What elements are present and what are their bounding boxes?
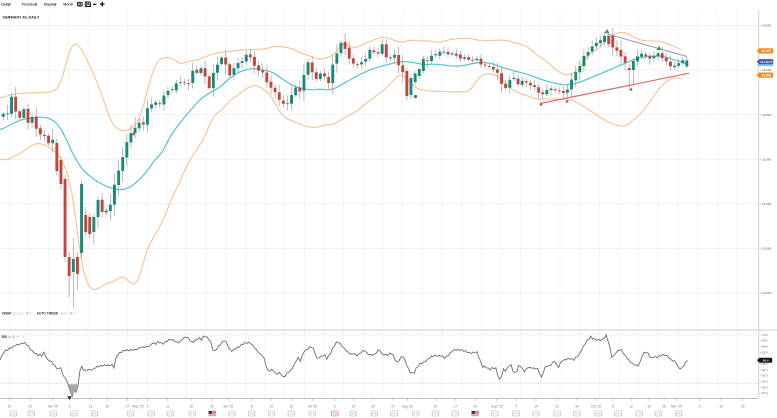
svg-text:Sept ’25: Sept ’25 — [491, 405, 503, 409]
svg-text:24,139.70: 24,139.70 — [760, 60, 772, 64]
svg-text:AUTO TREND: AUTO TREND — [37, 311, 59, 315]
svg-text:21,000: 21,000 — [762, 202, 772, 206]
svg-text:24,457: 24,457 — [761, 49, 771, 53]
svg-text:20,000: 20,000 — [762, 247, 772, 251]
svg-text:×: × — [74, 311, 76, 315]
svg-text:23: 23 — [28, 405, 32, 409]
svg-text:23: 23 — [741, 405, 745, 409]
svg-text:VWAP: VWAP — [2, 311, 13, 315]
svg-text:13: 13 — [89, 405, 93, 409]
svg-text:27: 27 — [391, 405, 395, 409]
svg-text:May ’25: May ’25 — [132, 405, 143, 409]
svg-text:60.0: 60.0 — [762, 345, 768, 349]
svg-text:22: 22 — [290, 405, 294, 409]
svg-text:45.0: 45.0 — [762, 362, 768, 366]
svg-text:13: 13 — [352, 405, 356, 409]
svg-text:35.0: 35.0 — [762, 374, 768, 378]
svg-text:14: 14 — [8, 335, 12, 339]
svg-text:23,878: 23,878 — [761, 73, 771, 77]
svg-text:Technical: Technical — [22, 2, 37, 6]
svg-text:24,000: 24,000 — [762, 68, 772, 72]
svg-text:25: 25 — [210, 405, 214, 409]
svg-text:55.0: 55.0 — [762, 350, 768, 354]
svg-text:28: 28 — [575, 405, 579, 409]
svg-text:12: 12 — [629, 405, 633, 409]
svg-text:17: 17 — [453, 405, 457, 409]
svg-text:Jun ’25: Jun ’25 — [223, 405, 234, 409]
svg-text:Display: Display — [44, 2, 56, 6]
svg-text:More: More — [63, 2, 71, 6]
svg-text:70.0: 70.0 — [762, 333, 768, 337]
svg-text:24: 24 — [473, 405, 477, 409]
svg-text:RSI: RSI — [2, 335, 8, 339]
svg-text:16: 16 — [8, 405, 12, 409]
svg-text:20 1 2 3: 20 1 2 3 — [12, 311, 23, 315]
svg-text:11: 11 — [166, 405, 170, 409]
svg-text:16: 16 — [719, 405, 723, 409]
svg-text:5: 5 — [612, 405, 614, 409]
svg-text:15: 15 — [270, 405, 274, 409]
svg-text:20.0: 20.0 — [762, 391, 768, 395]
svg-text:6: 6 — [334, 405, 336, 409]
svg-text:Jul ’25: Jul ’25 — [308, 405, 317, 409]
svg-text:20: 20 — [106, 405, 110, 409]
svg-text:⚙: ⚙ — [12, 335, 15, 339]
svg-text:25.0: 25.0 — [762, 385, 768, 389]
svg-text:40.0: 40.0 — [762, 368, 768, 372]
svg-text:20: 20 — [371, 405, 375, 409]
svg-text:27: 27 — [126, 405, 130, 409]
svg-text:Apr ’25: Apr ’25 — [48, 405, 58, 409]
svg-text:↑: ↑ — [23, 335, 25, 339]
svg-text:⚙: ⚙ — [26, 311, 29, 315]
svg-text:Oct ’25: Oct ’25 — [591, 405, 601, 409]
svg-text:19: 19 — [647, 405, 651, 409]
svg-text:⚙: ⚙ — [70, 311, 73, 315]
svg-text:GERMANY 40, DAILY: GERMANY 40, DAILY — [3, 16, 40, 20]
svg-text:Aug ’25: Aug ’25 — [402, 405, 413, 409]
svg-text:65.0: 65.0 — [762, 339, 768, 343]
svg-text:9: 9 — [699, 405, 701, 409]
svg-text:22,000: 22,000 — [762, 157, 772, 161]
svg-text:30.0: 30.0 — [762, 380, 768, 384]
svg-text:26: 26 — [662, 405, 666, 409]
svg-text:18: 18 — [189, 405, 193, 409]
svg-text:×: × — [30, 311, 32, 315]
svg-text:8: 8 — [251, 405, 253, 409]
svg-text:50.4: 50.4 — [763, 358, 769, 362]
svg-text:23,000: 23,000 — [762, 113, 772, 117]
svg-text:10: 10 — [434, 405, 438, 409]
svg-text:21: 21 — [555, 405, 559, 409]
svg-text:25,000: 25,000 — [762, 24, 772, 28]
svg-text:4 6 2: 4 6 2 — [61, 311, 68, 315]
svg-text:14: 14 — [534, 405, 538, 409]
svg-text:Nov ’25: Nov ’25 — [671, 405, 682, 409]
svg-text:4: 4 — [147, 405, 149, 409]
svg-text:Daily: Daily — [1, 2, 9, 6]
svg-text:×: × — [17, 335, 19, 339]
svg-text:19,000: 19,000 — [762, 291, 772, 295]
svg-text:7: 7 — [516, 405, 518, 409]
svg-text:6: 6 — [69, 405, 71, 409]
